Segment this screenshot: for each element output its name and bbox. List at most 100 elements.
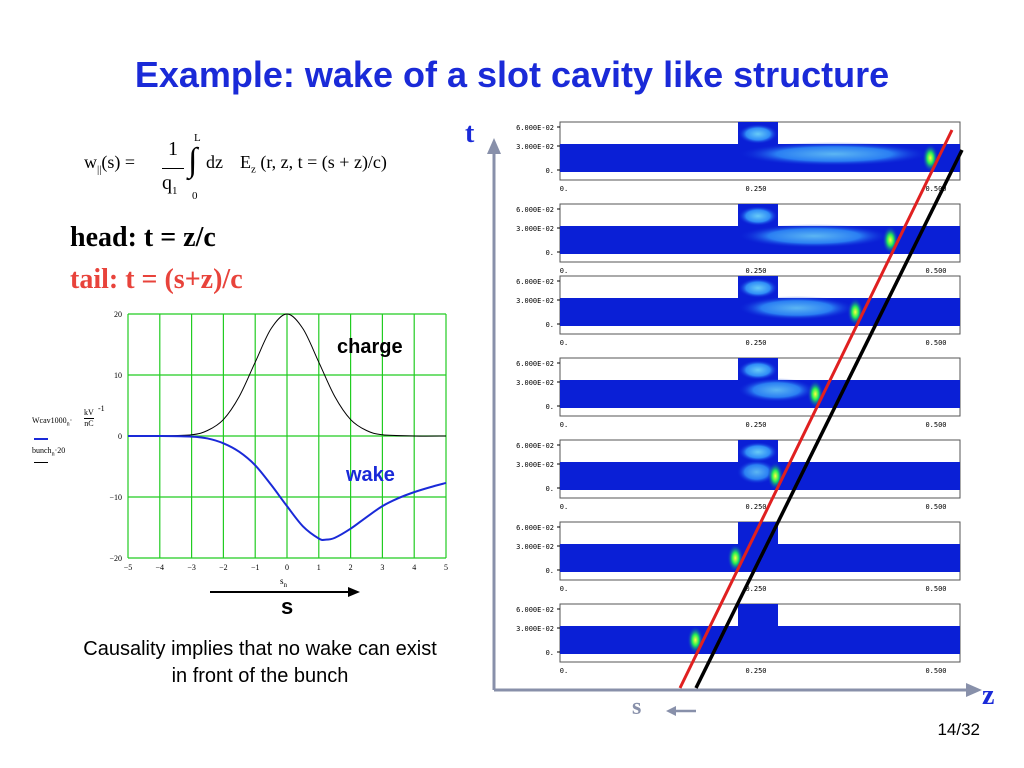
eq-frac-den-sub: 1 [172, 185, 178, 197]
panel-y-tick: 3.000E-02 [516, 225, 554, 233]
y-tick-label: −20 [109, 554, 122, 563]
panel-bunch [727, 544, 744, 572]
series-line-wake [127, 434, 447, 541]
sim-panel: 6.000E-02 3.000E-02 0. 0. 0.250 0.500 [516, 603, 961, 675]
panel-cavity [738, 604, 778, 626]
y-tick-label: 20 [114, 310, 122, 319]
integral-sign-icon: ∫ [188, 142, 198, 179]
series-line-charge [127, 313, 447, 437]
panel-x-tick: 0. [560, 267, 568, 275]
x-tick-label: 5 [444, 563, 448, 572]
x-tick-label: −1 [251, 563, 260, 572]
panel-x-tick: 0.500 [925, 339, 946, 347]
panel-x-tick: 0.250 [745, 185, 766, 193]
panel-group: 6.000E-02 3.000E-02 0. 0. 0.250 0.500 6.000E-0… [516, 121, 961, 675]
x-tick-label: −2 [219, 563, 228, 572]
panel-cavity-field [738, 206, 778, 226]
sim-panel: 6.000E-02 3.000E-02 0. 0. 0.250 0.500 [516, 439, 961, 511]
panel-cavity-field [738, 124, 778, 144]
panel-bunch [847, 298, 864, 326]
sim-panel: 6.000E-02 3.000E-02 0. 0. 0.250 0.500 [516, 521, 961, 593]
head-definition: head: t = z/c [70, 222, 216, 253]
panel-x-tick: 0. [560, 503, 568, 511]
panel-bunch [807, 380, 824, 408]
panel-x-tick: 0. [560, 585, 568, 593]
x-tick-label: −5 [124, 563, 133, 572]
tail-definition: tail: t = (s+z)/c [70, 264, 243, 295]
panel-y-tick: 3.000E-02 [516, 543, 554, 551]
tail-line [678, 129, 954, 689]
x-tick-label: −3 [187, 563, 196, 572]
panel-y-tick: 0. [546, 567, 554, 575]
y-tick-label: 10 [114, 371, 122, 380]
head-line [694, 149, 964, 689]
panel-x-tick: 0.500 [925, 585, 946, 593]
xlabel-sub: n [283, 580, 288, 589]
eq-lhs-arg: (s) = [101, 152, 136, 172]
plot-series [127, 313, 447, 541]
panel-field-region [738, 224, 891, 248]
panel-cavity-field [738, 278, 778, 298]
simulation-panels: 6.000E-02 3.000E-02 0. 0. 0.250 0.500 6.000E-0… [487, 121, 982, 697]
panel-y-tick: 0. [546, 649, 554, 657]
s-arrow-label: s [281, 594, 294, 619]
s-arrow-icon [210, 587, 360, 597]
ylabel-unit-num: kV [84, 408, 94, 417]
page-number: 14/32 [937, 720, 980, 739]
sim-panel: 6.000E-02 3.000E-02 0. 0. 0.250 0.500 [516, 121, 961, 193]
panel-y-tick: 6.000E-02 [516, 442, 554, 450]
eq-int-upper: L [194, 132, 201, 144]
panel-field-region [736, 460, 777, 484]
sim-panel: 6.000E-02 3.000E-02 0. 0. 0.250 0.500 [516, 275, 961, 347]
eq-lhs-sub: || [97, 163, 102, 176]
panel-x-tick: 0. [560, 339, 568, 347]
x-tick-label: 0 [285, 563, 289, 572]
panel-pipe [560, 626, 960, 654]
x-tick-label: −4 [156, 563, 165, 572]
panel-y-tick: 0. [546, 403, 554, 411]
eq-lhs: w [84, 152, 97, 172]
ylabel-dash-1 [34, 438, 48, 440]
panel-y-tick: 3.000E-02 [516, 625, 554, 633]
plot-xlabel: sn [280, 576, 287, 589]
ylabel-line1: Wcav1000 [32, 416, 67, 425]
causality-caption: Causality implies that no wake can exist… [83, 638, 437, 687]
sim-panel: 6.000E-02 3.000E-02 0. 0. 0.250 0.500 [516, 203, 961, 275]
eq-dz: dz [206, 152, 223, 172]
panel-x-tick: 0.500 [925, 503, 946, 511]
eq-field-sub: z [251, 163, 256, 176]
x-tick-label: 2 [349, 563, 353, 572]
panel-y-tick: 6.000E-02 [516, 278, 554, 286]
panel-y-tick: 6.000E-02 [516, 206, 554, 214]
panel-x-tick: 0.250 [745, 585, 766, 593]
ylabel-exp: -1 [98, 404, 105, 413]
panel-y-tick: 0. [546, 249, 554, 257]
ylabel-unit-den: nC [84, 418, 94, 428]
panel-field-region [738, 296, 856, 320]
eq-field-args: (r, z, t = (s + z)/c) [260, 152, 387, 172]
charge-label: charge [337, 336, 403, 358]
ylabel-sub2: n [51, 451, 55, 458]
slide-title: Example: wake of a slot cavity like stru… [134, 54, 890, 95]
panel-y-tick: 6.000E-02 [516, 606, 554, 614]
panel-bunch [882, 226, 899, 254]
y-tick-label: −10 [109, 493, 122, 502]
s-left-arrow-icon [666, 706, 696, 716]
panel-x-tick: 0.250 [745, 267, 766, 275]
plot-ylabel: Wcav1000n· kV nC -1 bunchn·20 [32, 404, 105, 468]
panel-y-tick: 6.000E-02 [516, 360, 554, 368]
y-tick-label: 0 [118, 432, 122, 441]
panel-x-tick: 0. [560, 667, 568, 675]
xlabel-main: s [280, 576, 284, 586]
ylabel-factor: 20 [57, 446, 66, 455]
panel-x-tick: 0.250 [745, 339, 766, 347]
panel-bunch [922, 144, 939, 172]
x-tick-label: 3 [380, 563, 384, 572]
ylabel-dash-2 [34, 462, 48, 463]
panel-x-tick: 0.250 [745, 667, 766, 675]
panel-y-tick: 6.000E-02 [516, 524, 554, 532]
panel-x-tick: 0. [560, 421, 568, 429]
wake-equation: w||(s) = 1 q1 L ∫ 0 dz Ez (r, z, t = (s … [84, 132, 444, 208]
panel-y-tick: 0. [546, 167, 554, 175]
